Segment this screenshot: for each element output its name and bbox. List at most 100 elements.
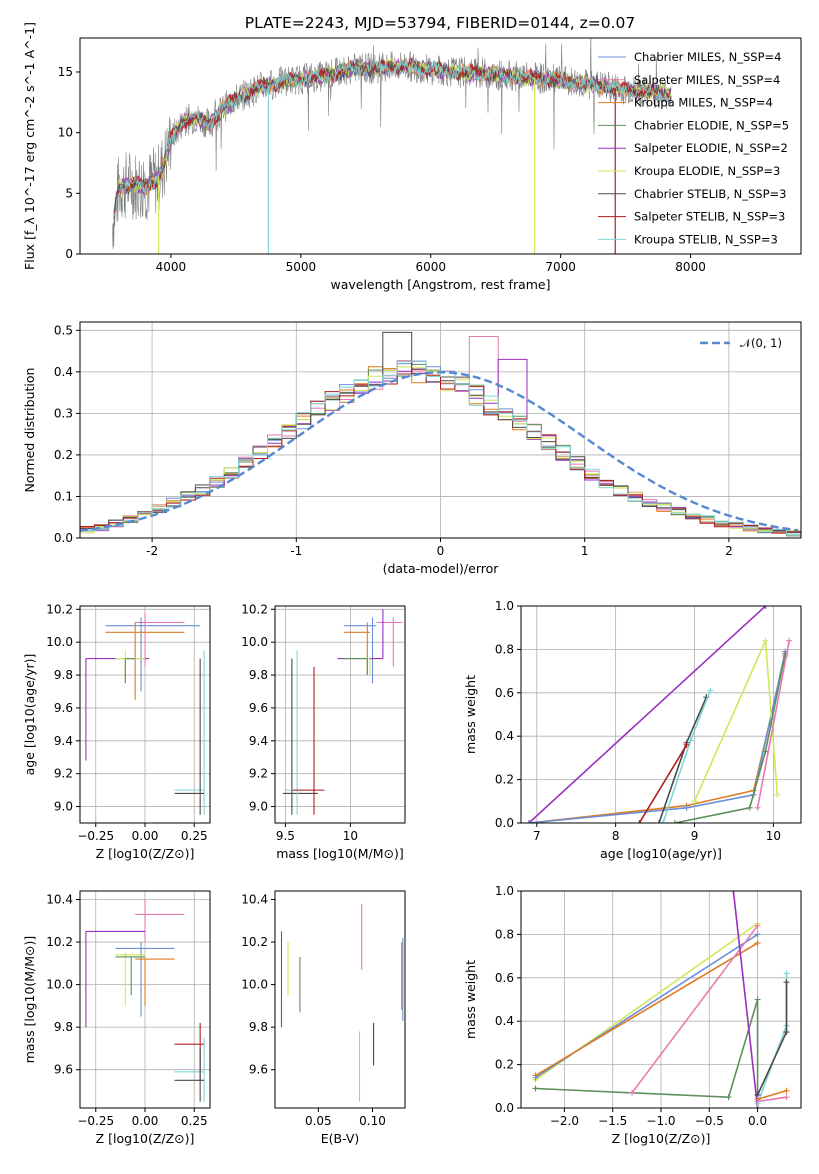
plot-area-age_vs_Z xyxy=(85,612,205,815)
y-tick-label: 9.2 xyxy=(54,767,73,781)
y-tick-label: 0.2 xyxy=(495,1058,514,1072)
panel-weight_vs_age: 7 8 9 10 0.0 0.2 0.4 0.6 0.8 1.0 age [log10(age/yr… xyxy=(463,599,802,861)
y-tick-label: 10.0 xyxy=(46,635,73,649)
x-axis-label: (data-model)/error xyxy=(383,561,500,576)
legend-label: Chabrier MILES, N_SSP=4 xyxy=(634,50,781,64)
y-tick-label: 9.0 xyxy=(54,800,73,814)
y-tick-label: 0.0 xyxy=(495,1101,514,1115)
histogram-step xyxy=(80,369,801,534)
legend-label: Chabrier ELODIE, N_SSP=5 xyxy=(634,118,789,132)
y-tick-label: 9.8 xyxy=(249,1020,268,1034)
x-tick-label: 8000 xyxy=(675,260,706,274)
y-tick-label: 9.6 xyxy=(249,1063,268,1077)
y-tick-label: 9.6 xyxy=(54,1063,73,1077)
x-tick-label: 8 xyxy=(612,829,620,843)
weight-line xyxy=(732,891,759,1108)
y-tick-label: 10.0 xyxy=(241,635,268,649)
y-axis-label: mass [log10(M/M⊙)] xyxy=(22,936,37,1064)
x-tick-label: 9.5 xyxy=(276,829,295,843)
weight-marker xyxy=(532,1085,539,1092)
y-axis-label: Flux [f_λ 10^-17 erg cm^-2 s^-1 A^-1] xyxy=(22,22,37,270)
weight-line xyxy=(757,1096,787,1103)
y-axis-label: age [log10(age/yr)] xyxy=(22,654,37,776)
y-tick-label: 9.4 xyxy=(249,734,268,748)
x-tick-label: 10 xyxy=(343,829,358,843)
x-tick-label: 9 xyxy=(691,829,699,843)
y-tick-label: 0.3 xyxy=(54,406,73,420)
x-tick-label: −1.0 xyxy=(646,1114,675,1128)
x-tick-label: 0.0 xyxy=(748,1114,767,1128)
weight-marker xyxy=(786,637,793,644)
panel-mass_vs_Z: −0.25 0.00 0.25 9.6 9.8 10.0 10.2 10.4 Z [log10(… xyxy=(22,890,211,1146)
axes-frame xyxy=(274,890,406,1109)
weight-marker xyxy=(783,979,790,986)
y-tick-label: 10.2 xyxy=(241,935,268,949)
plot-area-residuals xyxy=(80,331,801,537)
x-axis-label: mass [log10(M/M⊙)] xyxy=(276,846,404,861)
x-tick-label: 6000 xyxy=(415,260,446,274)
plot-area-mass_vs_Z xyxy=(85,899,205,1102)
legend-label: Salpeter STELIB, N_SSP=3 xyxy=(634,210,785,224)
y-tick-label: 5 xyxy=(65,186,73,200)
y-tick-label: 0.6 xyxy=(495,971,514,985)
y-tick-label: 10 xyxy=(58,126,73,140)
x-tick-label: 0.25 xyxy=(181,829,208,843)
axes-frame xyxy=(520,605,802,824)
weight-line xyxy=(674,653,786,823)
weight-marker xyxy=(754,922,761,929)
y-tick-label: 10.2 xyxy=(241,602,268,616)
weight-marker xyxy=(707,687,714,694)
weight-line xyxy=(757,1089,787,1101)
weight-marker xyxy=(636,820,643,823)
weight-marker xyxy=(659,820,666,823)
weight-line xyxy=(528,651,786,823)
weight-marker xyxy=(532,1072,539,1079)
y-tick-label: 0.8 xyxy=(495,927,514,941)
y-tick-label: 10.4 xyxy=(46,893,73,907)
x-tick-label: 4000 xyxy=(156,260,187,274)
weight-marker xyxy=(746,804,753,811)
y-tick-label: 0.4 xyxy=(495,729,514,743)
plot-area-ebv xyxy=(280,903,404,1102)
x-tick-label: 7 xyxy=(533,829,541,843)
x-axis-label: wavelength [Angstrom, rest frame] xyxy=(330,277,550,292)
legend-label: Salpeter ELODIE, N_SSP=2 xyxy=(634,141,788,155)
legend-label: Kroupa ELODIE, N_SSP=3 xyxy=(634,164,780,178)
panel-age_vs_mass: 9.5 10 9.0 9.2 9.4 9.6 9.8 10.0 10.2 mass [log10(… xyxy=(241,602,406,861)
legend-label: 𝒩(0, 1) xyxy=(740,336,782,350)
weight-marker xyxy=(754,996,761,1003)
x-tick-label: 0 xyxy=(437,544,445,558)
x-tick-label: 5000 xyxy=(286,260,317,274)
weight-marker xyxy=(754,1098,761,1105)
weight-line xyxy=(535,999,759,1108)
y-tick-label: 9.2 xyxy=(249,767,268,781)
weight-line xyxy=(535,942,759,1077)
y-tick-label: 9.4 xyxy=(54,734,73,748)
x-axis-label: age [log10(age/yr)] xyxy=(600,846,722,861)
x-tick-label: 0.10 xyxy=(359,1114,386,1128)
weight-marker xyxy=(754,940,761,947)
x-axis-label: Z [log10(Z/Z⊙)] xyxy=(96,1131,195,1146)
x-tick-label: 7000 xyxy=(545,260,576,274)
figure-title: PLATE=2243, MJD=53794, FIBERID=0144, z=0… xyxy=(245,14,635,32)
weight-marker xyxy=(783,970,790,977)
x-tick-label: -2 xyxy=(146,544,158,558)
plot-area-weight_vs_age xyxy=(525,606,793,823)
y-tick-label: 10.4 xyxy=(241,893,268,907)
weight-line xyxy=(693,640,779,802)
weight-marker xyxy=(783,1029,790,1036)
weight-marker xyxy=(774,791,781,798)
axes-frame xyxy=(274,605,406,824)
weight-marker xyxy=(783,1087,790,1094)
weight-marker xyxy=(691,798,698,805)
weight-marker xyxy=(754,804,761,811)
y-tick-label: 0 xyxy=(65,247,73,261)
y-tick-label: 1.0 xyxy=(495,599,514,613)
y-tick-label: 10.0 xyxy=(241,978,268,992)
y-tick-label: 9.8 xyxy=(54,1020,73,1034)
legend-label: Chabrier STELIB, N_SSP=3 xyxy=(634,187,786,201)
x-tick-label: −2.0 xyxy=(550,1114,579,1128)
